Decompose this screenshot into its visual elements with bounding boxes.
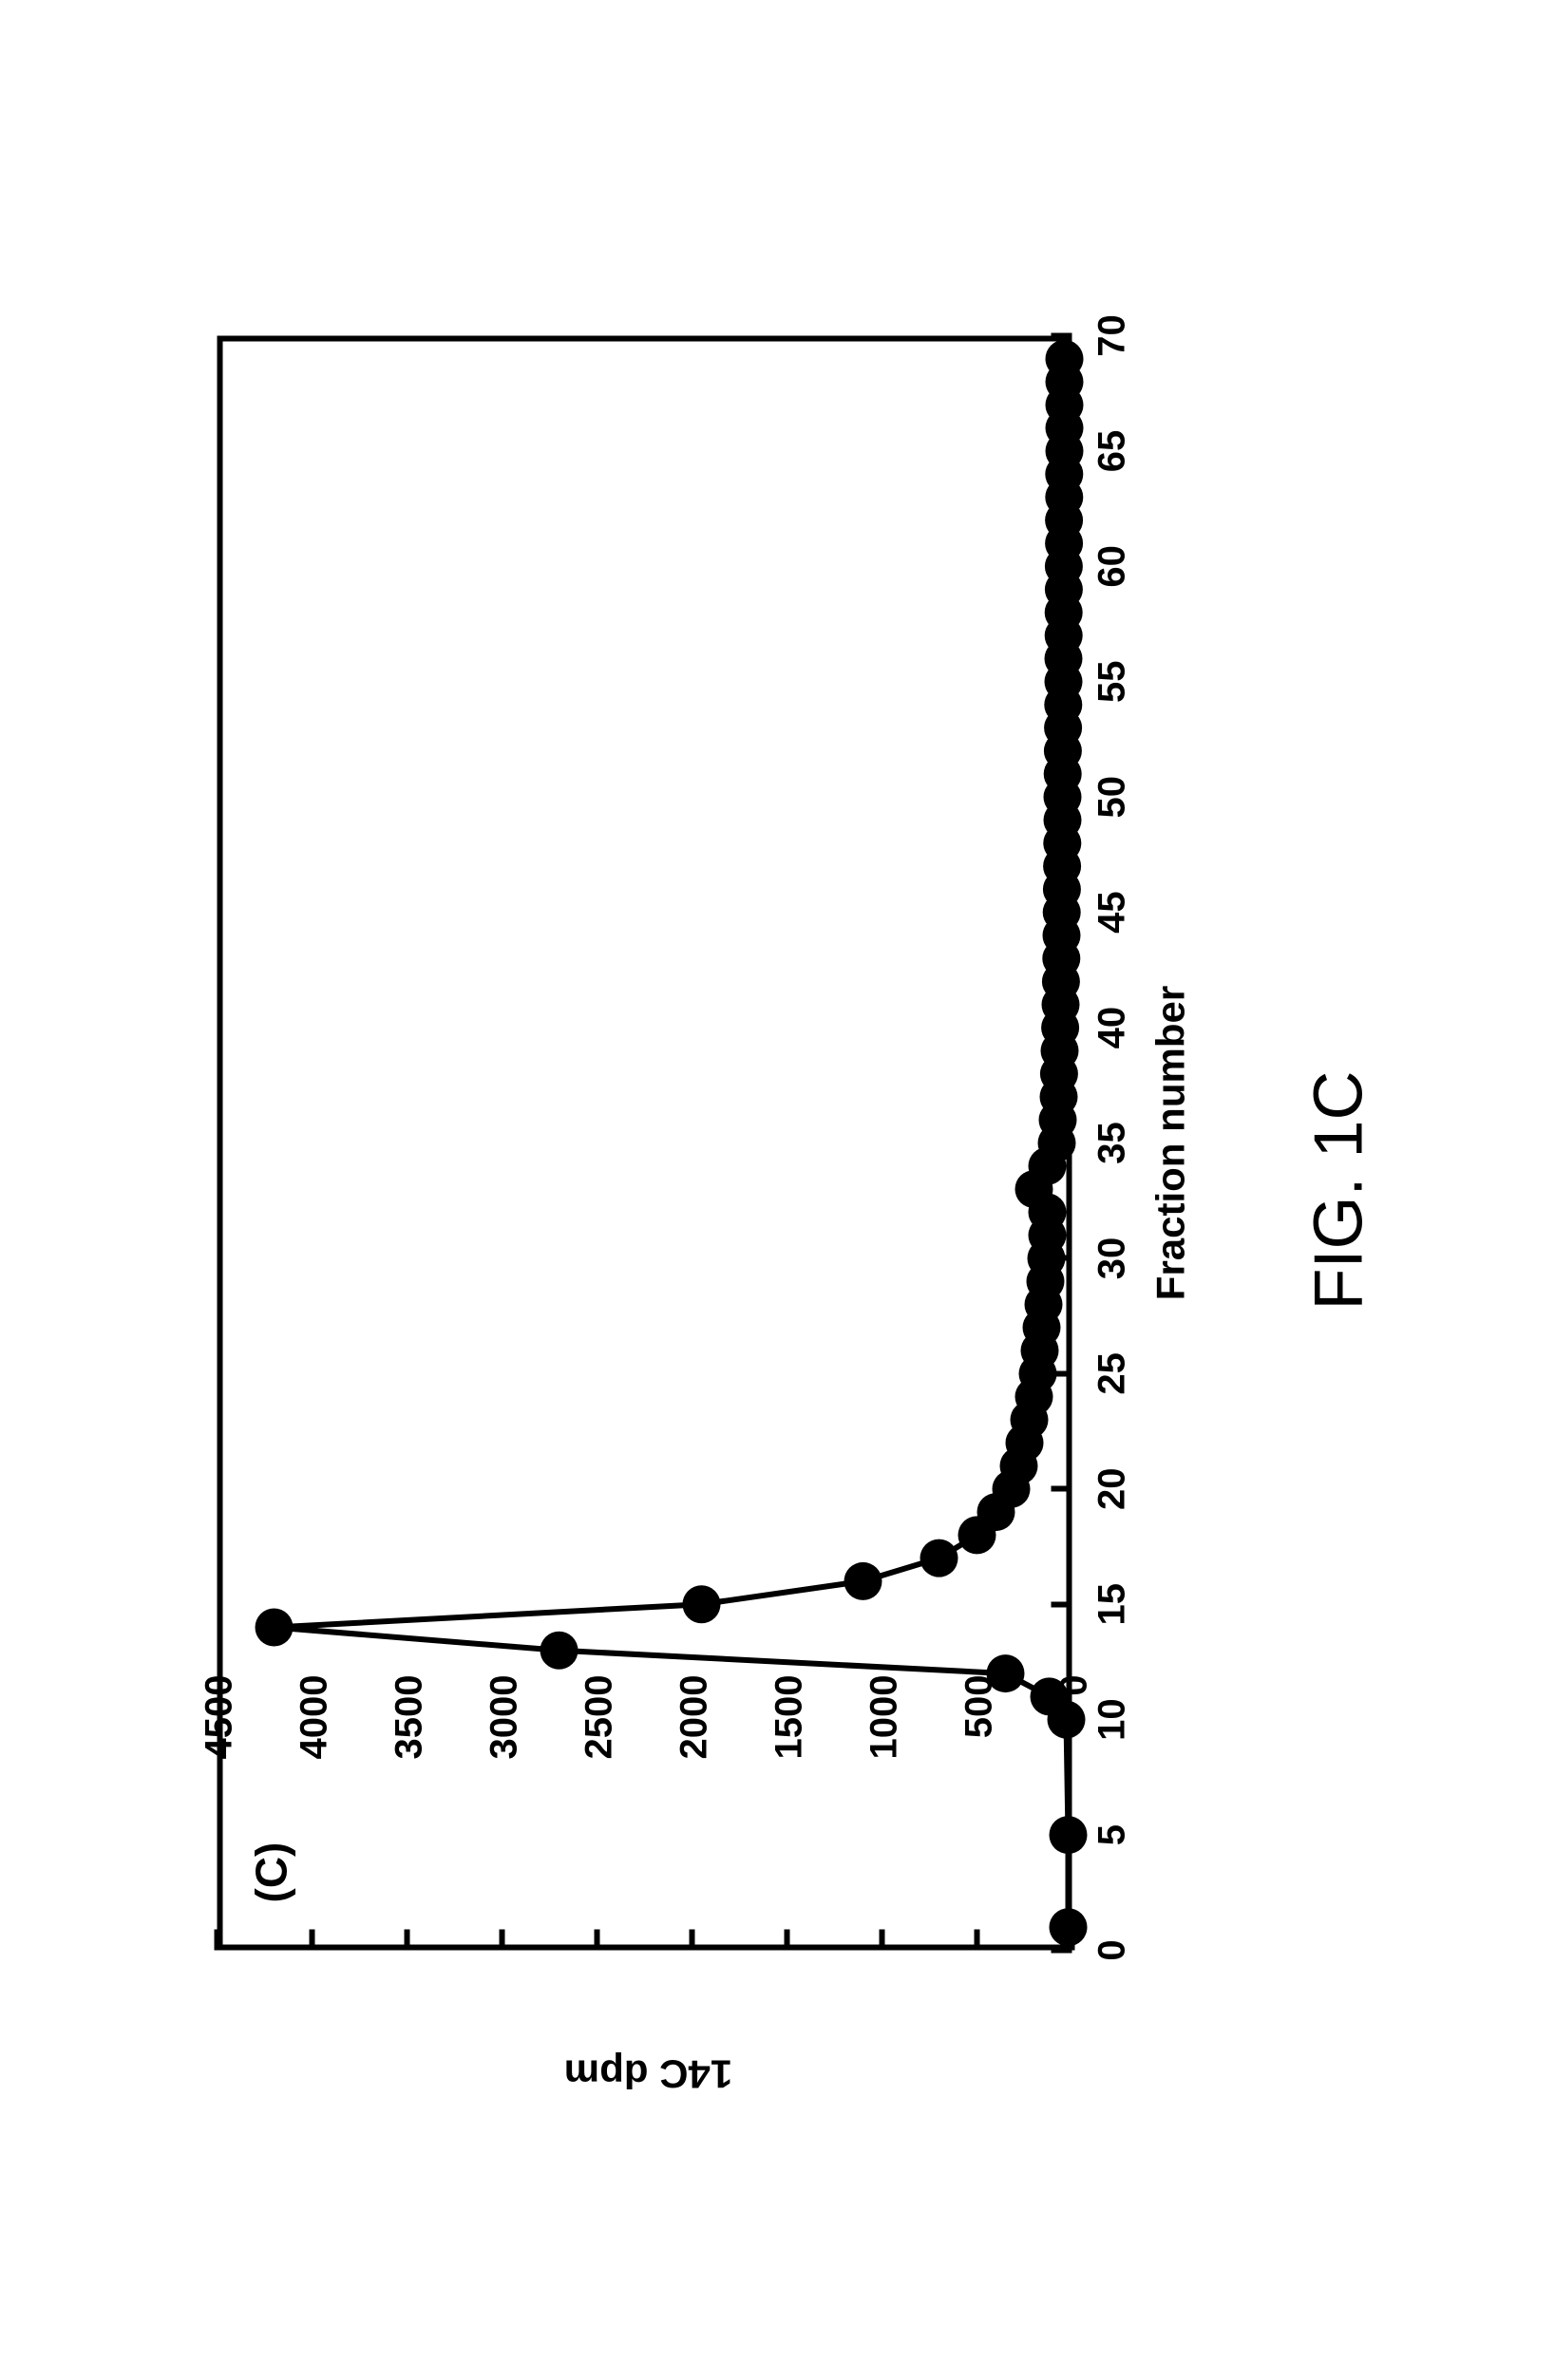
data-point xyxy=(1030,1677,1068,1715)
data-points xyxy=(255,339,1087,1945)
y-axis-title: 14C dpm xyxy=(505,2050,790,2096)
x-tick-label: 10 xyxy=(1090,1681,1133,1757)
x-tick-label: 40 xyxy=(1090,990,1133,1066)
data-point xyxy=(844,1561,882,1599)
data-point xyxy=(540,1631,578,1669)
x-tick-label: 30 xyxy=(1090,1219,1133,1295)
data-point xyxy=(986,1654,1024,1692)
data-point xyxy=(255,1608,293,1646)
x-tick-label: 15 xyxy=(1090,1566,1133,1642)
x-tick-label: 55 xyxy=(1090,643,1133,719)
x-tick-label: 65 xyxy=(1090,412,1133,488)
data-point xyxy=(1045,339,1083,377)
chart-area: (C) 14C dpm Fraction number 050010001500… xyxy=(179,240,1223,2140)
figure-caption: FIG. 1C xyxy=(1299,1070,1377,1310)
x-tick-label: 5 xyxy=(1090,1797,1133,1873)
x-tick-label: 20 xyxy=(1090,1450,1133,1526)
rotated-figure-wrapper: (C) 14C dpm Fraction number 050010001500… xyxy=(0,240,1555,2140)
x-tick-label: 35 xyxy=(1090,1105,1133,1181)
x-tick-label: 25 xyxy=(1090,1335,1133,1411)
chart-svg xyxy=(217,335,1071,1950)
data-line xyxy=(274,358,1068,1926)
x-axis-title: Fraction number xyxy=(1147,335,1193,1950)
data-point xyxy=(920,1539,958,1577)
data-point xyxy=(1049,1908,1087,1946)
x-tick-label: 60 xyxy=(1090,528,1133,604)
x-tick-label: 70 xyxy=(1090,297,1133,373)
x-tick-label: 0 xyxy=(1090,1912,1133,1988)
data-point xyxy=(1049,1816,1087,1854)
x-tick-label: 45 xyxy=(1090,874,1133,950)
x-tick-label: 50 xyxy=(1090,759,1133,835)
data-point xyxy=(682,1585,720,1623)
